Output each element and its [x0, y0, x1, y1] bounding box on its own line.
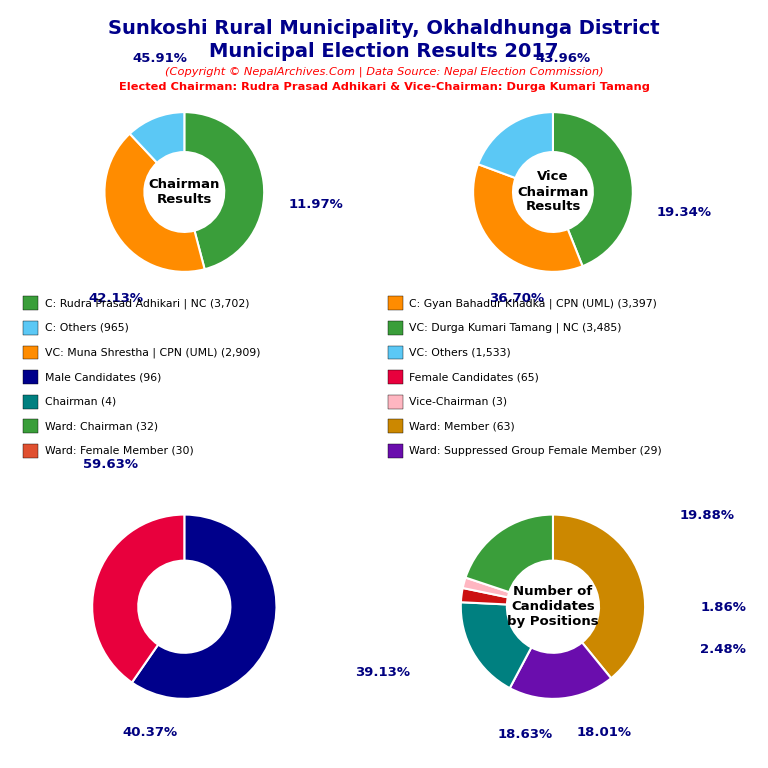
Text: C: Rudra Prasad Adhikari | NC (3,702): C: Rudra Prasad Adhikari | NC (3,702)	[45, 298, 249, 309]
Text: Vice
Chairman
Results: Vice Chairman Results	[518, 170, 588, 214]
Wedge shape	[461, 602, 531, 688]
Text: Municipal Election Results 2017: Municipal Election Results 2017	[209, 42, 559, 61]
Text: Chairman (4): Chairman (4)	[45, 396, 116, 407]
Wedge shape	[132, 515, 276, 699]
Text: Female Candidates (65): Female Candidates (65)	[409, 372, 539, 382]
Wedge shape	[553, 515, 645, 678]
Text: Number of
Candidates
by Gender: Number of Candidates by Gender	[142, 585, 227, 628]
Text: 18.01%: 18.01%	[576, 726, 631, 739]
Text: 59.63%: 59.63%	[83, 458, 138, 472]
Wedge shape	[478, 112, 553, 178]
Text: Chairman
Results: Chairman Results	[149, 178, 220, 206]
Text: 36.70%: 36.70%	[489, 292, 545, 305]
Wedge shape	[463, 578, 509, 598]
Text: 19.34%: 19.34%	[657, 206, 712, 219]
Text: Ward: Chairman (32): Ward: Chairman (32)	[45, 421, 157, 432]
Text: Elected Chairman: Rudra Prasad Adhikari & Vice-Chairman: Durga Kumari Tamang: Elected Chairman: Rudra Prasad Adhikari …	[118, 82, 650, 92]
Text: 2.48%: 2.48%	[700, 643, 746, 656]
Text: Ward: Suppressed Group Female Member (29): Ward: Suppressed Group Female Member (29…	[409, 445, 662, 456]
Text: 39.13%: 39.13%	[355, 666, 410, 679]
Wedge shape	[553, 112, 633, 266]
Wedge shape	[104, 134, 204, 272]
Text: Vice-Chairman (3): Vice-Chairman (3)	[409, 396, 508, 407]
Text: C: Gyan Bahadur Khadka | CPN (UML) (3,397): C: Gyan Bahadur Khadka | CPN (UML) (3,39…	[409, 298, 657, 309]
Text: Ward: Female Member (30): Ward: Female Member (30)	[45, 445, 194, 456]
Text: Ward: Member (63): Ward: Member (63)	[409, 421, 515, 432]
Text: 43.96%: 43.96%	[535, 52, 591, 65]
Text: Sunkoshi Rural Municipality, Okhaldhunga District: Sunkoshi Rural Municipality, Okhaldhunga…	[108, 19, 660, 38]
Text: VC: Others (1,533): VC: Others (1,533)	[409, 347, 511, 358]
Wedge shape	[473, 164, 583, 272]
Wedge shape	[461, 588, 508, 604]
Text: C: Others (965): C: Others (965)	[45, 323, 128, 333]
Wedge shape	[130, 112, 184, 163]
Text: VC: Muna Shrestha | CPN (UML) (2,909): VC: Muna Shrestha | CPN (UML) (2,909)	[45, 347, 260, 358]
Wedge shape	[92, 515, 184, 683]
Wedge shape	[465, 515, 553, 592]
Text: 40.37%: 40.37%	[122, 726, 177, 739]
Text: 42.13%: 42.13%	[88, 292, 144, 305]
Text: 1.86%: 1.86%	[700, 601, 746, 614]
Text: VC: Durga Kumari Tamang | NC (3,485): VC: Durga Kumari Tamang | NC (3,485)	[409, 323, 622, 333]
Text: 45.91%: 45.91%	[133, 52, 188, 65]
Text: 11.97%: 11.97%	[288, 198, 343, 211]
Wedge shape	[184, 112, 264, 270]
Text: (Copyright © NepalArchives.Com | Data Source: Nepal Election Commission): (Copyright © NepalArchives.Com | Data So…	[164, 67, 604, 78]
Wedge shape	[510, 643, 611, 699]
Text: 19.88%: 19.88%	[680, 509, 735, 522]
Text: Number of
Candidates
by Positions: Number of Candidates by Positions	[507, 585, 599, 628]
Text: 18.63%: 18.63%	[498, 728, 553, 741]
Text: Male Candidates (96): Male Candidates (96)	[45, 372, 161, 382]
